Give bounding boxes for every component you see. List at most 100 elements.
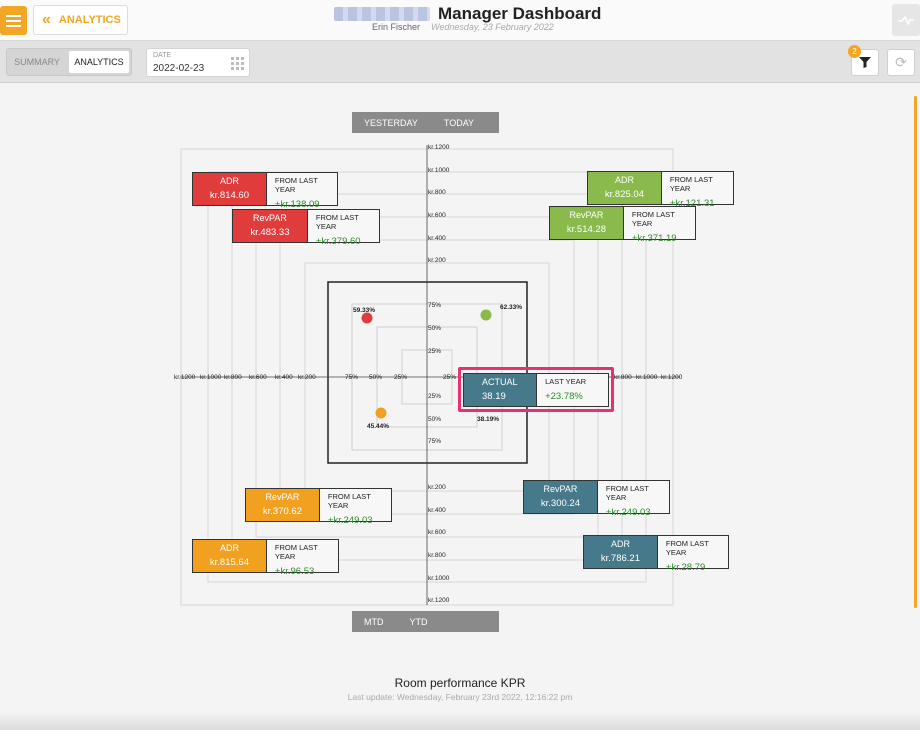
pct-tick-left: 75% [345, 374, 358, 381]
kpi-compare-value: +kr.96.53 [274, 566, 315, 577]
kpi-compare-value: +kr.249.03 [605, 507, 651, 518]
occupancy-dot-mtd-label: 45.44% [367, 423, 389, 430]
actual-highlight-outline [458, 367, 614, 412]
occupancy-dot-yesterday [361, 312, 373, 324]
kpi-compare-label: FROM LAST YEAR [665, 539, 709, 557]
kpi-compare-label: FROM LAST YEAR [274, 176, 318, 194]
x-tick-label-right: kr.1200 [661, 374, 683, 381]
kpi-today-adr[interactable]: ADR kr.825.04 FROM LAST YEAR +kr.121.31 [587, 171, 734, 209]
filter-icon [859, 57, 871, 68]
kpi-value: 38.19 [482, 391, 506, 402]
back-button[interactable]: « ANALYTICS [33, 5, 128, 35]
kpi-value: kr.483.33 [250, 227, 290, 238]
kpi-value: kr.814.60 [209, 190, 249, 201]
top-period-tabs: YESTERDAY TODAY [352, 112, 499, 133]
occupancy-dot-mtd [375, 407, 387, 419]
bottom-period-tabs: MTD YTD [352, 611, 499, 632]
y-tick-label-top: kr.1200 [428, 144, 450, 151]
kpi-value: kr.370.62 [262, 506, 302, 517]
calendar-grid-icon [231, 57, 244, 70]
x-tick-label-right: kr.1000 [636, 374, 658, 381]
tab-yesterday[interactable]: YESTERDAY [364, 117, 418, 128]
kpi-label: ADR [610, 539, 630, 549]
occupancy-dot-ytd-label: 38.19% [477, 416, 499, 423]
tab-ytd[interactable]: YTD [409, 616, 428, 627]
kpi-value: kr.825.04 [604, 189, 644, 200]
kpi-ytd-adr[interactable]: ADR kr.786.21 FROM LAST YEAR +kr.28.79 [583, 535, 729, 573]
tab-analytics[interactable]: ANALYTICS [69, 51, 129, 73]
axis-ticks: kr.1200kr.1200kr.1000kr.1000kr.800kr.800… [174, 144, 683, 604]
tab-mtd[interactable]: MTD [364, 616, 384, 627]
pct-tick-left: 50% [369, 374, 382, 381]
pct-tick-bottom: 75% [428, 438, 441, 445]
occupancy-dot-today [480, 309, 492, 321]
user-name: Erin Fischer [372, 22, 421, 32]
x-tick-label-left: kr.400 [275, 374, 293, 381]
kpi-mtd-adr[interactable]: ADR kr.815.64 FROM LAST YEAR +kr.96.53 [192, 539, 339, 577]
top-bar: « ANALYTICS Manager Dashboard Erin Fisch… [0, 0, 920, 41]
kpi-compare-label: LAST YEAR [545, 377, 587, 386]
kpi-compare-value: +kr.249.03 [327, 515, 373, 526]
kpi-actual-occupancy[interactable]: ACTUAL 38.19 LAST YEAR +23.78% [463, 373, 609, 407]
kpi-value: kr.300.24 [540, 498, 580, 509]
trend-chart-button[interactable] [892, 4, 920, 36]
kpi-value: kr.786.21 [600, 553, 640, 564]
kpi-today-revpar[interactable]: RevPAR kr.514.28 FROM LAST YEAR +kr.371.19 [549, 206, 696, 244]
kpi-yesterday-adr[interactable]: ADR kr.814.60 FROM LAST YEAR +kr.138.09 [192, 172, 338, 210]
kpi-value: kr.815.64 [209, 557, 249, 568]
kpi-compare-value: +kr.371.19 [631, 233, 677, 244]
x-tick-label-left: kr.200 [298, 374, 316, 381]
x-tick-label-left: kr.600 [249, 374, 267, 381]
kpi-compare-value: +kr.138.09 [274, 199, 320, 210]
filter-count-badge: 2 [848, 45, 861, 58]
y-tick-label-bottom: kr.200 [428, 484, 446, 491]
kpi-value: kr.514.28 [566, 224, 606, 235]
kpi-label: RevPAR [569, 210, 604, 220]
kpi-compare-label: FROM LAST YEAR [327, 492, 371, 510]
kpi-compare-label: FROM LAST YEAR [315, 213, 359, 231]
pct-tick-right: 25% [443, 374, 456, 381]
occupancy-dots: 59.33% 62.33% 45.44% 38.19% [353, 304, 522, 430]
occupancy-frame [327, 281, 528, 464]
kpi-label: ADR [219, 543, 239, 553]
refresh-icon: ⟳ [895, 54, 907, 70]
kpi-mtd-revpar[interactable]: RevPAR kr.370.62 FROM LAST YEAR +kr.249.03 [245, 488, 392, 526]
occupancy-dot-yesterday-label: 59.33% [353, 307, 375, 314]
x-tick-label-right: kr.800 [614, 374, 632, 381]
bottom-shadow [0, 712, 920, 730]
kpi-label: RevPAR [543, 484, 578, 494]
date-label: DATE [153, 52, 172, 59]
kpi-ytd-revpar[interactable]: RevPAR kr.300.24 FROM LAST YEAR +kr.249.03 [523, 480, 670, 518]
y-tick-label-top: kr.400 [428, 235, 446, 242]
filter-button[interactable] [851, 49, 879, 76]
page-title: Manager Dashboard [438, 4, 602, 23]
scrollbar[interactable] [914, 96, 917, 608]
pct-tick-top: 50% [428, 325, 441, 332]
tab-summary[interactable]: SUMMARY [14, 57, 60, 67]
view-switch: SUMMARY ANALYTICS [6, 48, 132, 76]
trend-line-icon [898, 15, 914, 26]
y-tick-label-bottom: kr.1000 [428, 575, 450, 582]
y-tick-label-top: kr.600 [428, 212, 446, 219]
hamburger-menu-button[interactable] [0, 6, 27, 35]
kpi-yesterday-revpar[interactable]: RevPAR kr.483.33 FROM LAST YEAR +kr.379.60 [232, 209, 380, 247]
kpi-label: RevPAR [265, 492, 300, 502]
kpi-compare-label: FROM LAST YEAR [669, 175, 713, 193]
y-tick-label-top: kr.800 [428, 189, 446, 196]
pct-tick-top: 75% [428, 302, 441, 309]
kpi-label: ADR [614, 175, 634, 185]
date-picker[interactable]: DATE 2022-02-23 [146, 48, 250, 77]
refresh-button[interactable]: ⟳ [887, 49, 915, 76]
kpi-compare-label: FROM LAST YEAR [631, 210, 675, 228]
pct-tick-bottom: 50% [428, 416, 441, 423]
x-tick-label-left: kr.800 [224, 374, 242, 381]
tab-today[interactable]: TODAY [443, 117, 475, 128]
kpi-compare-label: FROM LAST YEAR [274, 543, 318, 561]
double-chevron-left-icon: « [42, 11, 51, 28]
kpi-label: RevPAR [253, 213, 287, 223]
kpi-compare-label: FROM LAST YEAR [605, 484, 649, 502]
header-date: Wednesday, 23 February 2022 [431, 22, 554, 32]
kpi-label: ADR [219, 176, 239, 186]
last-update-text: Last update: Wednesday, February 23rd 20… [347, 692, 573, 702]
occupancy-dot-today-label: 62.33% [500, 304, 522, 311]
